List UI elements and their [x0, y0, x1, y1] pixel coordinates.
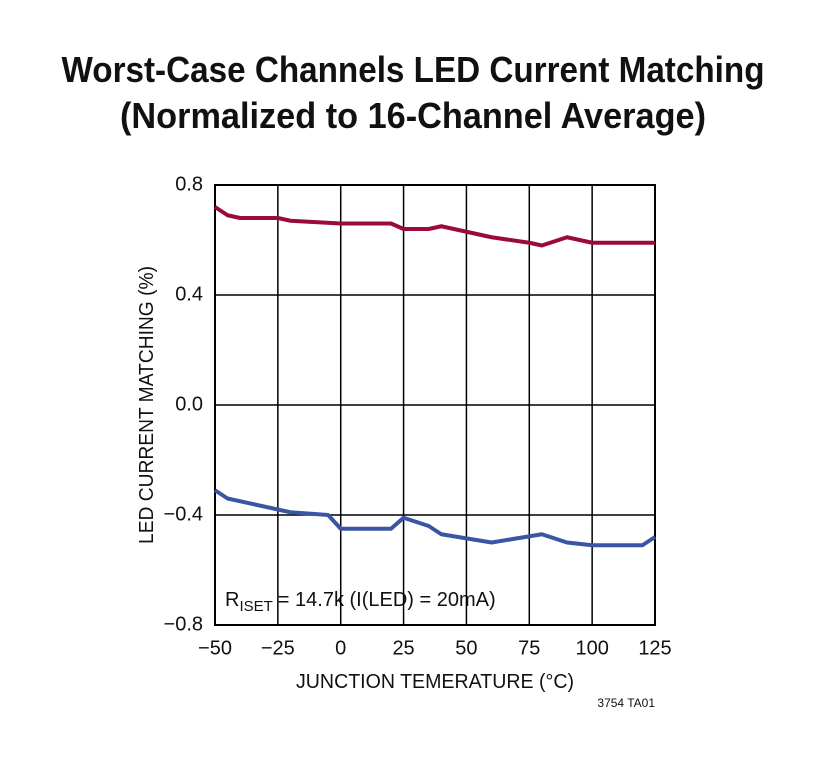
annotation-main: R	[225, 589, 239, 611]
series-line	[213, 205, 655, 248]
y-tick-label: −0.8	[164, 613, 203, 635]
y-tick-label: 0.0	[175, 393, 203, 415]
x-tick-label: 25	[392, 637, 414, 659]
x-tick-label: 125	[638, 637, 671, 659]
y-axis-label: LED CURRENT MATCHING (%)	[136, 266, 158, 544]
y-tick-label: 0.4	[175, 283, 203, 305]
x-tick-label: 0	[335, 637, 346, 659]
x-tick-label: 50	[455, 637, 477, 659]
x-tick-label: −25	[261, 637, 295, 659]
annotation-subscript: ISET	[239, 598, 272, 615]
x-tick-label: −50	[198, 637, 232, 659]
series-line	[213, 488, 657, 548]
chart-title: Worst-Case Channels LED Current Matching	[62, 49, 765, 90]
annotation: RISET = 14.7k (I(LED) = 20mA)	[225, 589, 496, 615]
y-tick-label: −0.4	[164, 503, 203, 525]
x-tick-label: 100	[575, 637, 608, 659]
annotation-rest: = 14.7k (I(LED) = 20mA)	[278, 589, 496, 611]
x-tick-label: 75	[518, 637, 540, 659]
chart-title: (Normalized to 16-Channel Average)	[120, 95, 706, 136]
x-axis-label: JUNCTION TEMERATURE (°C)	[296, 671, 574, 693]
footnote: 3754 TA01	[597, 696, 655, 710]
y-tick-label: 0.8	[175, 173, 203, 195]
plot-frame	[214, 184, 656, 626]
